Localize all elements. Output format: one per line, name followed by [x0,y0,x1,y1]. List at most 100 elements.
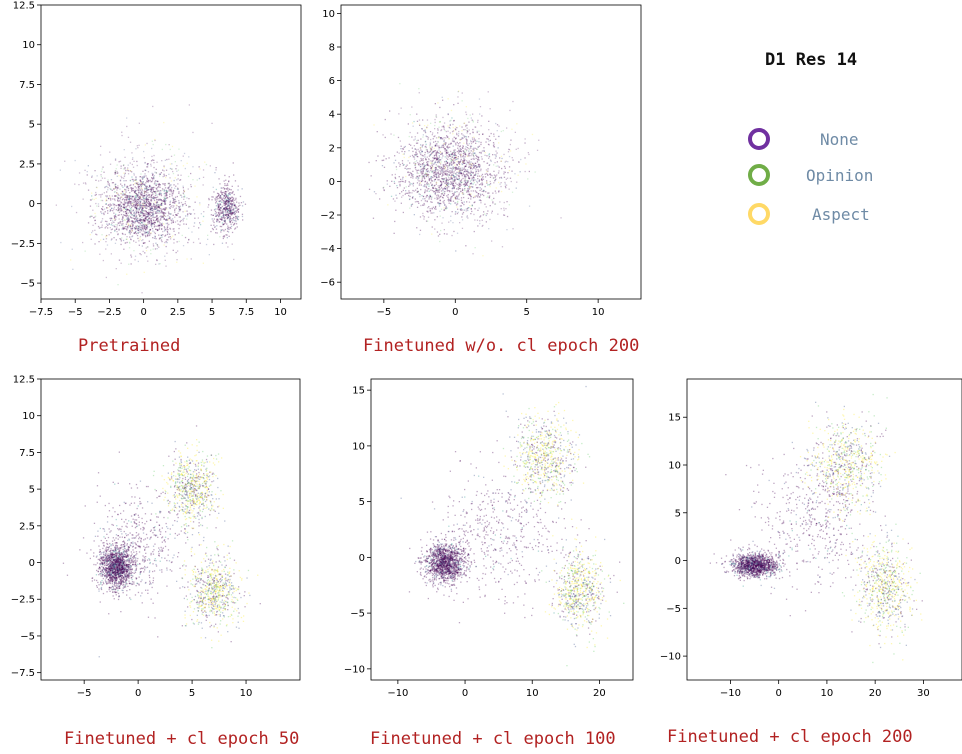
scatter-point [139,176,142,178]
scatter-point [430,176,432,178]
scatter-point [129,216,132,218]
scatter-point [108,553,110,555]
scatter-point [468,188,470,190]
scatter-point [129,210,131,212]
scatter-point [495,155,497,158]
scatter-point [153,202,155,205]
scatter-point [527,178,529,180]
scatter-point [226,237,228,239]
scatter-point [137,227,139,229]
scatter-point [441,175,443,177]
scatter-point [440,208,443,210]
scatter-point [109,196,111,198]
scatter-point [229,212,231,214]
scatter-point [141,221,143,223]
scatter-point [133,213,136,215]
scatter-point [136,209,138,212]
scatter-point [430,182,432,184]
scatter-point [235,220,237,223]
scatter-point [421,178,423,180]
scatter-point [159,192,161,194]
scatter-point [438,159,440,161]
scatter-point [142,199,144,201]
scatter-point [104,211,106,213]
scatter-point [144,191,146,193]
scatter-point [114,170,117,172]
scatter-point [159,237,161,239]
scatter-point [439,240,441,243]
scatter-point [478,145,481,147]
scatter-point [442,167,444,170]
scatter-point [458,192,460,194]
scatter-point [114,195,116,197]
scatter-point [468,185,471,187]
scatter-point [465,154,467,156]
scatter-point [414,167,416,169]
scatter-point [128,198,130,200]
scatter-point [110,239,112,241]
scatter-point [158,183,160,185]
scatter-point [228,198,230,200]
scatter-point [457,188,459,191]
scatter-point [485,214,487,217]
scatter-point [443,191,445,193]
scatter-point [461,181,463,183]
scatter-point [451,178,453,180]
scatter-point [135,187,137,189]
scatter-point [417,177,419,179]
scatter-point [213,218,215,220]
scatter-point [150,207,153,210]
scatter-point [217,207,219,209]
scatter-point [121,199,124,201]
scatter-point [422,167,425,170]
scatter-point [157,229,159,231]
scatter-point [166,230,168,233]
y-tick-label: −2.5 [11,239,35,250]
scatter-point [150,219,152,221]
scatter-point [415,151,417,153]
scatter-point [423,216,425,218]
scatter-point [477,186,479,189]
scatter-point [494,176,496,178]
scatter-point [403,156,405,159]
scatter-point [122,217,124,219]
scatter-point [137,201,140,204]
scatter-point [458,183,461,186]
scatter-point [480,168,482,170]
scatter-point [409,195,411,198]
scatter-point [488,129,490,131]
scatter-point [164,197,167,199]
scatter-point [127,219,129,221]
scatter-point [458,160,460,163]
scatter-point [168,236,170,238]
scatter-point [134,218,136,220]
scatter-point [419,216,422,218]
scatter-point [137,194,139,196]
scatter-point [473,201,475,204]
scatter-point [448,143,450,145]
scatter-point [436,216,438,218]
scatter-point [133,160,135,162]
scatter-point [139,207,141,209]
scatter-point [123,164,125,166]
scatter-point [114,191,116,193]
scatter-point [127,198,130,200]
scatter-point [216,220,218,222]
scatter-point [169,195,171,198]
scatter-point [145,185,147,187]
scatter-point [470,174,472,177]
scatter-point [471,186,474,188]
scatter-point [488,120,490,122]
scatter-point [447,147,449,150]
scatter-point [152,205,154,207]
scatter-point [382,187,384,189]
scatter-point [459,173,461,175]
scatter-point [118,205,120,207]
scatter-point [144,230,146,233]
scatter-point [171,218,174,220]
scatter-point [447,165,449,167]
scatter-point [441,192,444,194]
scatter-point [218,211,220,213]
scatter-point [137,184,139,186]
scatter-point [174,209,176,212]
